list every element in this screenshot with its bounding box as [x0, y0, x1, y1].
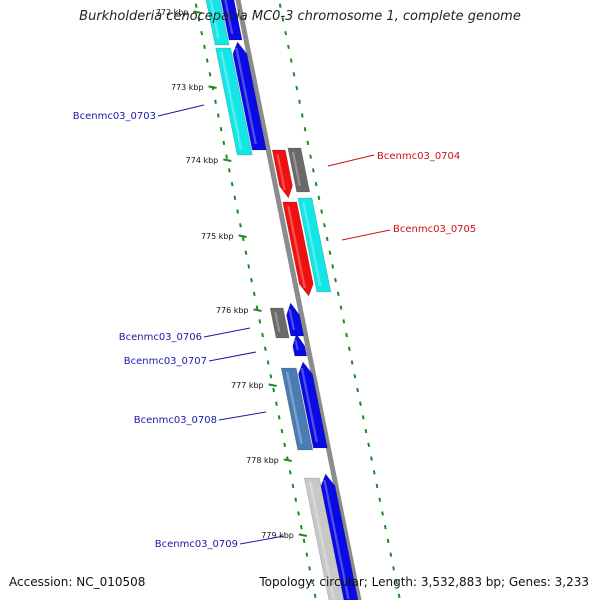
gene-label[interactable]: Bcenmc03_0709: [155, 539, 238, 550]
gene-feature: [282, 201, 314, 297]
tick-marks: 772 kbp 773 kbp 774 kbp 775 kbp 776 kbp 777 k…: [156, 8, 308, 540]
gene-label[interactable]: Bcenmc03_0704: [377, 151, 460, 162]
gene-feature: [287, 147, 311, 193]
label-leader-line: [203, 327, 251, 338]
label-leader-line: [239, 535, 285, 545]
gene-feature: [304, 477, 345, 600]
label-leader-line: [157, 104, 205, 117]
gene-feature: [286, 302, 305, 337]
gene-cds-feature: [297, 197, 332, 293]
gene-label[interactable]: Bcenmc03_0703: [73, 111, 156, 122]
tick-label: 772 kbp: [156, 8, 189, 17]
gene-feature: [220, 0, 243, 41]
gene-feature: [232, 41, 267, 151]
gene-cds-feature: [215, 47, 253, 156]
tick-mark: [283, 458, 292, 462]
backbone-line: [235, 0, 362, 600]
label-leader-line: [327, 154, 375, 167]
tick-label: 779 kbp: [261, 531, 294, 540]
map-title: Burkholderia cenocepacia MC0-3 chromosom…: [79, 9, 521, 24]
tick-mark: [298, 533, 308, 537]
gene-labels: Bcenmc03_0703 Bcenmc03_0704 Bcenmc03_0705 B…: [73, 111, 477, 550]
tick-label: 775 kbp: [201, 232, 234, 241]
tick-mark: [268, 383, 277, 387]
tick-label: 774 kbp: [186, 156, 219, 165]
tick-label: 776 kbp: [216, 306, 249, 315]
label-leader-line: [341, 229, 391, 241]
gene-label[interactable]: Bcenmc03_0708: [134, 415, 217, 426]
label-leader-line: [208, 351, 257, 362]
gene-feature: [271, 149, 293, 199]
gene-feature: [280, 367, 314, 451]
gene-feature: [292, 333, 308, 357]
tick-mark: [193, 10, 202, 14]
tick-label: 777 kbp: [231, 381, 264, 390]
gene-label[interactable]: Bcenmc03_0707: [124, 356, 207, 367]
tick-label: 778 kbp: [246, 456, 279, 465]
gene-label[interactable]: Bcenmc03_0706: [119, 332, 202, 343]
gene-features: [205, 0, 359, 600]
tick-mark: [238, 234, 247, 238]
genome-summary-text: Topology: circular; Length: 3,532,883 bp…: [259, 575, 589, 589]
tick-mark: [223, 158, 232, 162]
accession-text: Accession: NC_010508: [9, 575, 146, 589]
gene-label[interactable]: Bcenmc03_0705: [393, 224, 476, 235]
label-leader-lines: [157, 104, 391, 545]
tick-mark: [253, 308, 262, 312]
gene-feature: [320, 473, 359, 600]
tick-mark: [208, 85, 217, 89]
label-leader-line: [218, 411, 267, 421]
tick-label: 773 kbp: [171, 83, 204, 92]
gene-feature: [298, 361, 328, 449]
gene-feature: [269, 307, 290, 339]
gene-cds-feature: [205, 0, 230, 46]
